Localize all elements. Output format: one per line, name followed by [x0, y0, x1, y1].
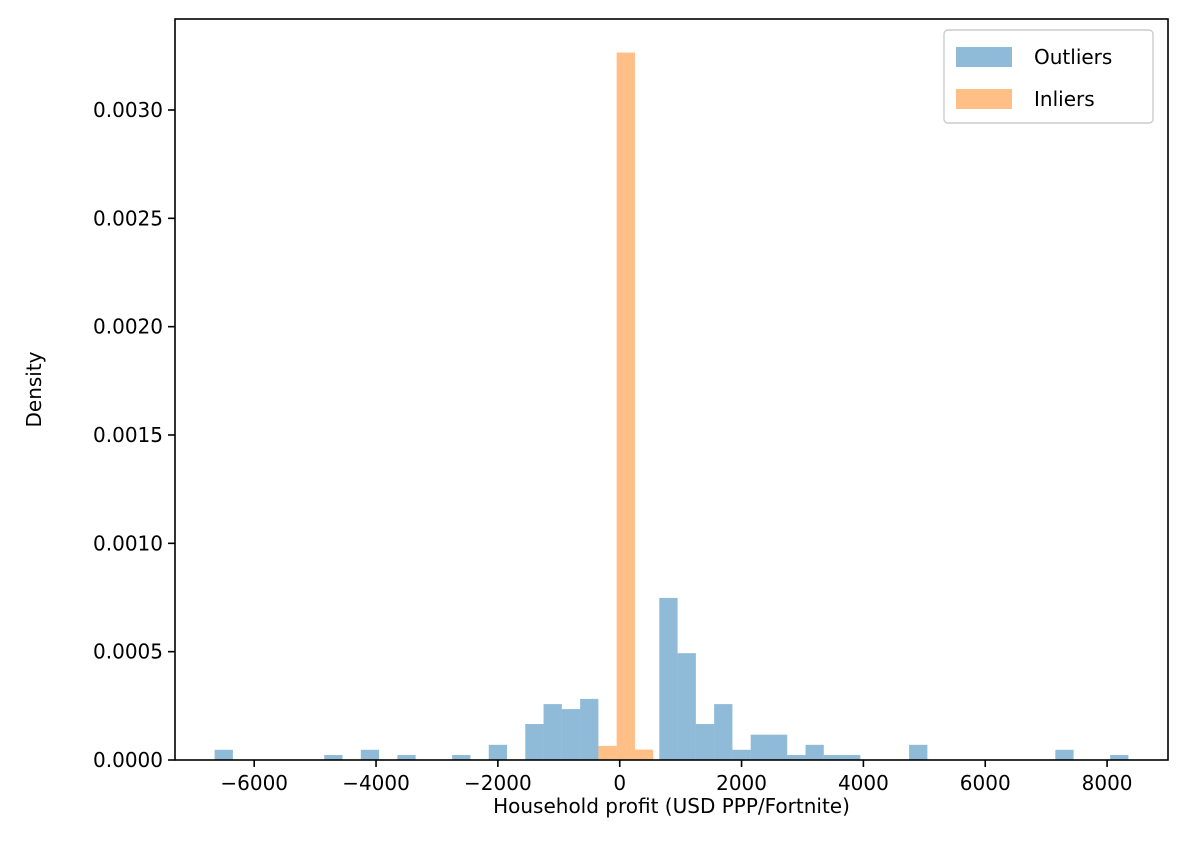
bar-outliers-9 — [580, 698, 599, 760]
x-tick-label: 4000 — [838, 771, 889, 795]
x-tick-label: 2000 — [716, 771, 767, 795]
bar-outliers-4 — [452, 755, 471, 760]
bar-outliers-18 — [805, 744, 824, 760]
x-axis-ticks: −6000 −4000 −2000 0 2000 4000 6000 8000 — [220, 760, 1133, 795]
y-tick-label: 0.0005 — [93, 640, 163, 664]
bar-outliers-22 — [1055, 749, 1074, 760]
bar-outliers-14 — [732, 749, 751, 760]
bar-outliers-8 — [561, 709, 581, 760]
legend-label-inliers: Inliers — [1034, 87, 1095, 111]
y-tick-label: 0.0010 — [93, 531, 163, 555]
outliers-bars — [214, 597, 1129, 760]
bar-outliers-19 — [823, 755, 843, 760]
y-tick-label: 0.0025 — [93, 206, 163, 230]
inliers-bars — [598, 52, 654, 760]
bar-outliers-15 — [750, 734, 769, 760]
y-axis-label: Density — [22, 351, 46, 427]
legend-swatch-inliers — [956, 89, 1012, 109]
y-tick-label: 0.0030 — [93, 98, 163, 122]
bar-outliers-17 — [787, 755, 806, 760]
bar-outliers-10 — [659, 597, 678, 760]
x-tick-label: −6000 — [220, 771, 288, 795]
bar-inliers-1 — [616, 52, 635, 760]
bar-outliers-3 — [397, 755, 416, 760]
bar-outliers-2 — [360, 749, 380, 760]
bar-outliers-16 — [768, 734, 788, 760]
y-tick-label: 0.0015 — [93, 423, 163, 447]
x-tick-label: −4000 — [342, 771, 410, 795]
x-tick-label: 0 — [613, 771, 626, 795]
bar-outliers-5 — [488, 744, 508, 760]
plot-area-frame — [174, 18, 1169, 761]
bar-outliers-6 — [525, 724, 544, 760]
bar-outliers-11 — [677, 653, 696, 760]
x-axis-label: Household profit (USD PPP/Fortnite) — [493, 794, 850, 818]
bar-outliers-1 — [324, 755, 343, 760]
x-tick-label: 8000 — [1082, 771, 1133, 795]
bar-inliers-0 — [598, 745, 617, 760]
bar-outliers-20 — [842, 755, 861, 760]
x-tick-label: 6000 — [960, 771, 1011, 795]
bar-outliers-13 — [714, 704, 733, 760]
bar-inliers-2 — [634, 749, 654, 760]
legend-label-outliers: Outliers — [1034, 45, 1112, 69]
x-tick-label: −2000 — [464, 771, 532, 795]
legend-swatch-outliers — [956, 47, 1012, 67]
y-tick-label: 0.0000 — [93, 748, 163, 772]
y-axis-ticks: 0.0000 0.0005 0.0010 0.0015 0.0020 0.0025 0.00… — [93, 98, 175, 772]
bar-outliers-23 — [1110, 755, 1129, 760]
legend: Outliers Inliers — [943, 29, 1154, 124]
y-tick-label: 0.0020 — [93, 315, 163, 339]
bar-outliers-0 — [214, 749, 233, 760]
bar-outliers-7 — [543, 704, 562, 760]
bar-outliers-12 — [695, 724, 715, 760]
bar-outliers-21 — [909, 744, 928, 760]
